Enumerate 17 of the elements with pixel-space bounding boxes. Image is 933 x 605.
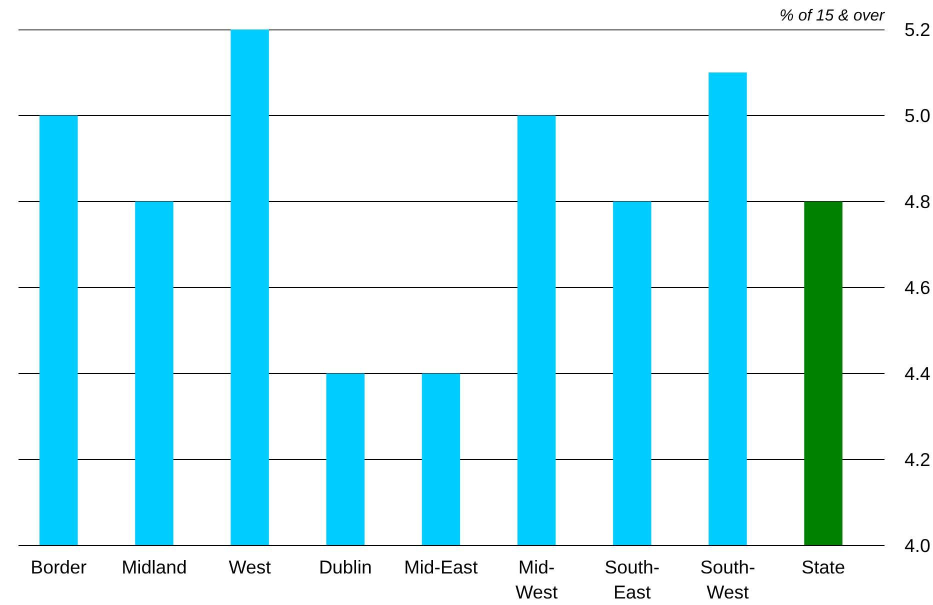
y-tick-label: 4.0 [904, 535, 930, 556]
y-tick-label: 4.2 [904, 449, 930, 470]
x-tick-label: West [228, 556, 272, 578]
x-tick-label: South- West [700, 556, 756, 603]
x-tick-label: State [802, 556, 846, 578]
x-tick-label: Mid-East [404, 556, 479, 578]
y-tick-label: 4.6 [904, 277, 930, 298]
y-tick-label: 5.0 [904, 105, 930, 126]
y-axis-title: % of 15 & over [780, 8, 886, 24]
y-tick-label: 4.8 [904, 191, 930, 212]
x-tick-label: Border [30, 556, 87, 578]
y-tick-label: 4.4 [904, 363, 930, 384]
x-tick-label: South- East [604, 556, 660, 603]
y-tick-label: 5.2 [904, 19, 930, 40]
x-tick-label: Mid- West [515, 556, 558, 603]
x-tick-label: Dublin [318, 556, 372, 578]
x-tick-label: Midland [122, 556, 187, 578]
